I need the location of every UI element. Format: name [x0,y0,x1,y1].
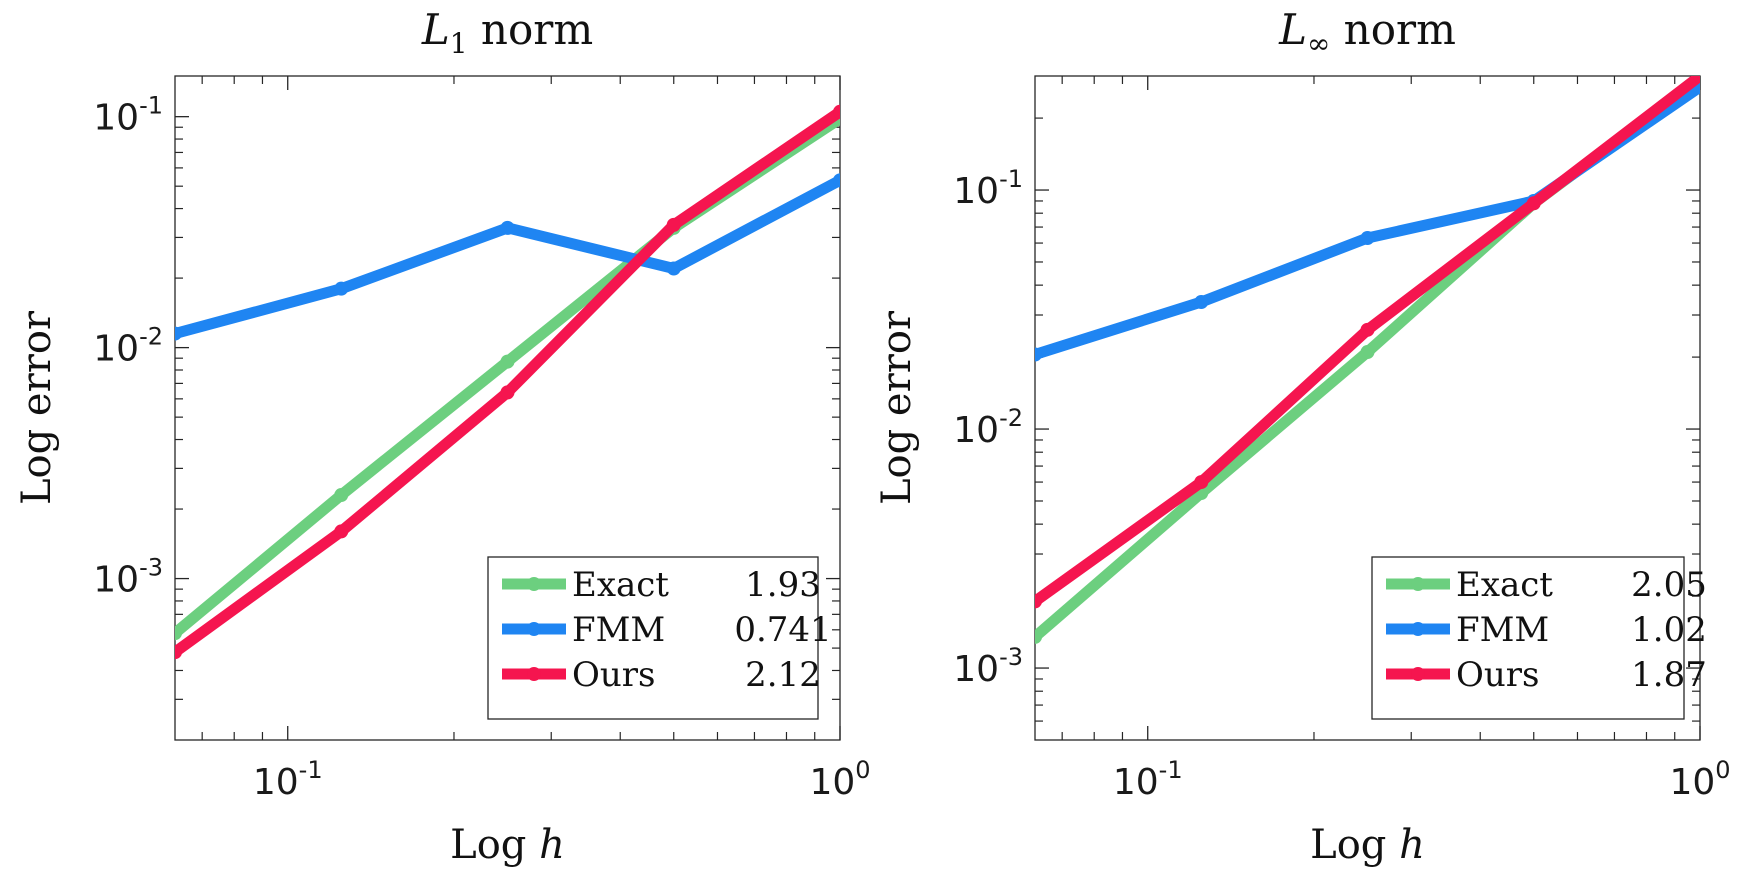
series-line-exact [175,114,840,638]
point-exact [500,354,515,369]
y-axis-label: Log error [874,310,920,505]
legend-label-exact: Exact [1456,565,1553,605]
chart-title: L1 norm [421,5,593,60]
series-line-ours [1035,76,1700,606]
legend-marker-ours [1411,667,1425,681]
point-fmm [1035,347,1042,362]
y-tick-label: 10-1 [953,165,1023,212]
legend-label-exact: Exact [572,565,669,605]
point-ours [175,645,182,660]
point-ours [833,104,840,119]
point-fmm [1360,230,1375,245]
point-ours [1360,322,1375,337]
legend-label-fmm: FMM [1456,610,1549,650]
point-ours [500,385,515,400]
series-line-fmm [1035,82,1700,360]
point-exact [334,488,349,503]
legend-rate-exact: 1.93 [745,565,821,605]
y-tick-label: 10-2 [953,404,1023,451]
series-group [175,104,840,660]
chart-2: 10-1 100 10-3 10-2 10-1 L∞ norm Log h Log error… [874,5,1731,868]
legend-marker-exact [1411,577,1425,591]
point-fmm [833,173,840,188]
chart-title: L∞ norm [1278,5,1456,60]
y-axis-label: Log error [14,310,60,505]
chart-1: 10-1 100 10-3 10-2 10-1 L1 norm Log h Log error… [14,5,871,868]
legend-rate-ours: 1.87 [1631,655,1707,695]
series-line-fmm [175,175,840,339]
point-fmm [666,261,681,276]
point-fmm [175,326,182,341]
point-exact [1360,345,1375,360]
legend-marker-exact [527,577,541,591]
y-tick-label: 10-2 [93,323,163,370]
point-fmm [500,220,515,235]
legend-label-ours: Ours [1456,655,1539,695]
legend-marker-ours [527,667,541,681]
legend-rate-ours: 2.12 [745,655,821,695]
legend-marker-fmm [527,622,541,636]
axes-box [174,75,841,741]
point-exact [1035,629,1042,644]
x-tick-label: 10-1 [253,756,323,803]
x-axis-label: Log h [450,822,565,868]
point-ours [334,524,349,539]
legend: Exact 2.05 FMM 1.02 Ours 1.87 [1371,556,1707,720]
series-group [1035,76,1700,644]
point-ours [1194,475,1209,490]
point-fmm [334,281,349,296]
x-tick-label: 100 [1669,756,1730,803]
x-tick-label: 10-1 [1113,756,1183,803]
point-ours [1035,594,1042,609]
x-tick-label: 100 [809,756,870,803]
axes-box [1034,75,1701,741]
legend-marker-fmm [1411,622,1425,636]
point-fmm [1194,295,1209,310]
point-ours [666,217,681,232]
legend-rate-fmm: 0.741 [734,610,831,650]
point-ours [1693,76,1700,83]
legend: Exact 1.93 FMM 0.741 Ours 2.12 [487,556,832,720]
legend-rate-fmm: 1.02 [1631,610,1707,650]
legend-rate-exact: 2.05 [1631,565,1707,605]
legend-label-fmm: FMM [572,610,665,650]
y-tick-label: 10-3 [93,554,163,601]
x-axis-label: Log h [1310,822,1425,868]
point-ours [1526,196,1541,211]
point-exact [175,626,182,641]
legend-label-ours: Ours [572,655,655,695]
y-tick-label: 10-3 [953,643,1023,690]
y-tick-label: 10-1 [93,92,163,139]
